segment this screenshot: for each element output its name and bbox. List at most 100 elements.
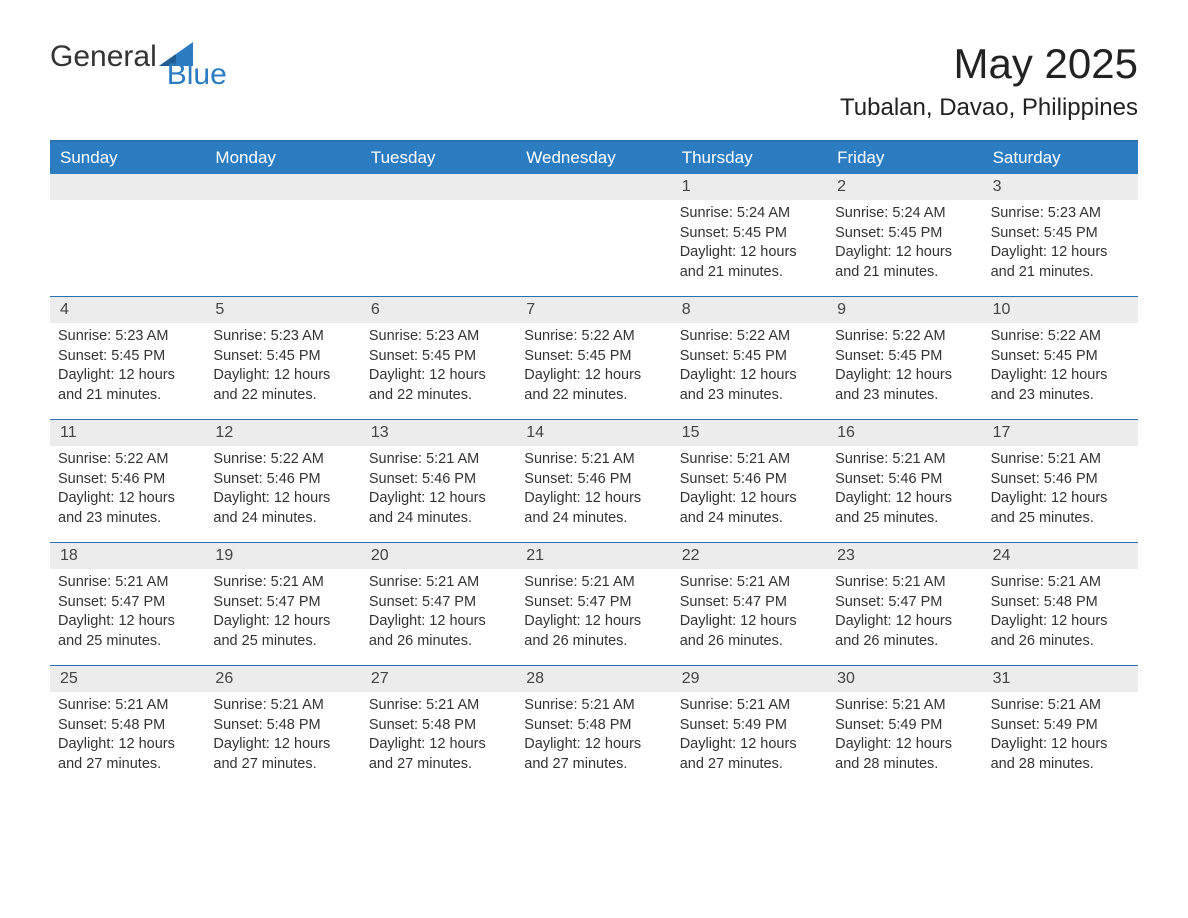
day-name: Wednesday bbox=[516, 142, 671, 174]
sunset-text: Sunset: 5:49 PM bbox=[991, 716, 1130, 736]
sunset-text: Sunset: 5:47 PM bbox=[213, 593, 352, 613]
day-number: 16 bbox=[827, 420, 982, 446]
calendar-cell bbox=[361, 174, 516, 296]
day-number: 20 bbox=[361, 543, 516, 569]
daylight-text: Daylight: 12 hours and 26 minutes. bbox=[991, 612, 1130, 651]
day-number: 23 bbox=[827, 543, 982, 569]
day-number: 13 bbox=[361, 420, 516, 446]
sunrise-text: Sunrise: 5:21 AM bbox=[213, 696, 352, 716]
sunrise-text: Sunrise: 5:21 AM bbox=[58, 573, 197, 593]
calendar-week: 4Sunrise: 5:23 AMSunset: 5:45 PMDaylight… bbox=[50, 296, 1138, 419]
day-number: 29 bbox=[672, 666, 827, 692]
calendar-cell: 5Sunrise: 5:23 AMSunset: 5:45 PMDaylight… bbox=[205, 297, 360, 419]
sunset-text: Sunset: 5:48 PM bbox=[58, 716, 197, 736]
page-subtitle: Tubalan, Davao, Philippines bbox=[840, 94, 1138, 122]
sunrise-text: Sunrise: 5:21 AM bbox=[835, 573, 974, 593]
day-number: 11 bbox=[50, 420, 205, 446]
day-number: 8 bbox=[672, 297, 827, 323]
sunrise-text: Sunrise: 5:23 AM bbox=[58, 327, 197, 347]
sunrise-text: Sunrise: 5:21 AM bbox=[524, 573, 663, 593]
daylight-text: Daylight: 12 hours and 24 minutes. bbox=[369, 489, 508, 528]
sunrise-text: Sunrise: 5:22 AM bbox=[58, 450, 197, 470]
sunrise-text: Sunrise: 5:22 AM bbox=[835, 327, 974, 347]
sunset-text: Sunset: 5:45 PM bbox=[369, 347, 508, 367]
daylight-text: Daylight: 12 hours and 22 minutes. bbox=[369, 366, 508, 405]
day-number: 27 bbox=[361, 666, 516, 692]
day-number: 21 bbox=[516, 543, 671, 569]
sunrise-text: Sunrise: 5:21 AM bbox=[369, 696, 508, 716]
logo-word-1: General bbox=[50, 40, 157, 74]
sunrise-text: Sunrise: 5:21 AM bbox=[369, 573, 508, 593]
day-number: 5 bbox=[205, 297, 360, 323]
sunset-text: Sunset: 5:46 PM bbox=[58, 470, 197, 490]
daylight-text: Daylight: 12 hours and 25 minutes. bbox=[58, 612, 197, 651]
sunset-text: Sunset: 5:46 PM bbox=[835, 470, 974, 490]
day-name: Thursday bbox=[672, 142, 827, 174]
calendar-cell: 20Sunrise: 5:21 AMSunset: 5:47 PMDayligh… bbox=[361, 543, 516, 665]
day-number: 10 bbox=[983, 297, 1138, 323]
daylight-text: Daylight: 12 hours and 27 minutes. bbox=[213, 735, 352, 774]
daylight-text: Daylight: 12 hours and 25 minutes. bbox=[213, 612, 352, 651]
day-number: 22 bbox=[672, 543, 827, 569]
day-number: 1 bbox=[672, 174, 827, 200]
daylight-text: Daylight: 12 hours and 23 minutes. bbox=[991, 366, 1130, 405]
calendar-week: 11Sunrise: 5:22 AMSunset: 5:46 PMDayligh… bbox=[50, 419, 1138, 542]
sunset-text: Sunset: 5:48 PM bbox=[991, 593, 1130, 613]
calendar-week: 18Sunrise: 5:21 AMSunset: 5:47 PMDayligh… bbox=[50, 542, 1138, 665]
calendar-week: 1 Sunrise: 5:24 AM Sunset: 5:45 PM Daylight… bbox=[50, 174, 1138, 296]
daylight-text: Daylight: 12 hours and 23 minutes. bbox=[58, 489, 197, 528]
sunset-text: Sunset: 5:45 PM bbox=[680, 224, 819, 244]
sunset-text: Sunset: 5:46 PM bbox=[680, 470, 819, 490]
sunset-text: Sunset: 5:48 PM bbox=[369, 716, 508, 736]
calendar-cell: 2Sunrise: 5:24 AMSunset: 5:45 PMDaylight… bbox=[827, 174, 982, 296]
calendar-cell: 14Sunrise: 5:21 AMSunset: 5:46 PMDayligh… bbox=[516, 420, 671, 542]
sunrise-text: Sunrise: 5:24 AM bbox=[835, 204, 974, 224]
page: General Blue May 2025 Tubalan, Davao, Ph… bbox=[0, 0, 1188, 828]
sunrise-text: Sunrise: 5:21 AM bbox=[680, 573, 819, 593]
sunset-text: Sunset: 5:47 PM bbox=[835, 593, 974, 613]
calendar-cell: 12Sunrise: 5:22 AMSunset: 5:46 PMDayligh… bbox=[205, 420, 360, 542]
day-name-row: Sunday Monday Tuesday Wednesday Thursday… bbox=[50, 142, 1138, 174]
day-name: Sunday bbox=[50, 142, 205, 174]
calendar-cell bbox=[516, 174, 671, 296]
sunrise-text: Sunrise: 5:21 AM bbox=[835, 696, 974, 716]
sunset-text: Sunset: 5:47 PM bbox=[680, 593, 819, 613]
sunrise-text: Sunrise: 5:21 AM bbox=[213, 573, 352, 593]
day-number bbox=[205, 174, 360, 200]
sunrise-text: Sunrise: 5:21 AM bbox=[680, 696, 819, 716]
sunrise-text: Sunrise: 5:21 AM bbox=[58, 696, 197, 716]
daylight-text: Daylight: 12 hours and 27 minutes. bbox=[369, 735, 508, 774]
sunset-text: Sunset: 5:47 PM bbox=[524, 593, 663, 613]
sunrise-text: Sunrise: 5:22 AM bbox=[991, 327, 1130, 347]
day-number: 25 bbox=[50, 666, 205, 692]
day-number: 28 bbox=[516, 666, 671, 692]
daylight-text: Daylight: 12 hours and 24 minutes. bbox=[680, 489, 819, 528]
calendar-cell: 3Sunrise: 5:23 AMSunset: 5:45 PMDaylight… bbox=[983, 174, 1138, 296]
calendar-week: 25Sunrise: 5:21 AMSunset: 5:48 PMDayligh… bbox=[50, 665, 1138, 788]
calendar-cell: 31Sunrise: 5:21 AMSunset: 5:49 PMDayligh… bbox=[983, 666, 1138, 788]
day-name: Saturday bbox=[983, 142, 1138, 174]
sunrise-text: Sunrise: 5:21 AM bbox=[524, 450, 663, 470]
daylight-text: Daylight: 12 hours and 21 minutes. bbox=[835, 243, 974, 282]
sunset-text: Sunset: 5:46 PM bbox=[369, 470, 508, 490]
daylight-text: Daylight: 12 hours and 22 minutes. bbox=[213, 366, 352, 405]
calendar-cell: 8Sunrise: 5:22 AMSunset: 5:45 PMDaylight… bbox=[672, 297, 827, 419]
calendar-cell: 22Sunrise: 5:21 AMSunset: 5:47 PMDayligh… bbox=[672, 543, 827, 665]
daylight-text: Daylight: 12 hours and 28 minutes. bbox=[835, 735, 974, 774]
sunset-text: Sunset: 5:49 PM bbox=[680, 716, 819, 736]
calendar-cell: 19Sunrise: 5:21 AMSunset: 5:47 PMDayligh… bbox=[205, 543, 360, 665]
daylight-text: Daylight: 12 hours and 27 minutes. bbox=[524, 735, 663, 774]
sunset-text: Sunset: 5:45 PM bbox=[835, 347, 974, 367]
calendar-cell: 24Sunrise: 5:21 AMSunset: 5:48 PMDayligh… bbox=[983, 543, 1138, 665]
day-number bbox=[516, 174, 671, 200]
calendar-cell: 15Sunrise: 5:21 AMSunset: 5:46 PMDayligh… bbox=[672, 420, 827, 542]
sunrise-text: Sunrise: 5:23 AM bbox=[991, 204, 1130, 224]
daylight-text: Daylight: 12 hours and 21 minutes. bbox=[991, 243, 1130, 282]
calendar-cell: 4Sunrise: 5:23 AMSunset: 5:45 PMDaylight… bbox=[50, 297, 205, 419]
day-number bbox=[361, 174, 516, 200]
daylight-text: Daylight: 12 hours and 25 minutes. bbox=[991, 489, 1130, 528]
day-number: 30 bbox=[827, 666, 982, 692]
day-number: 18 bbox=[50, 543, 205, 569]
calendar-cell: 21Sunrise: 5:21 AMSunset: 5:47 PMDayligh… bbox=[516, 543, 671, 665]
calendar: Sunday Monday Tuesday Wednesday Thursday… bbox=[50, 140, 1138, 788]
